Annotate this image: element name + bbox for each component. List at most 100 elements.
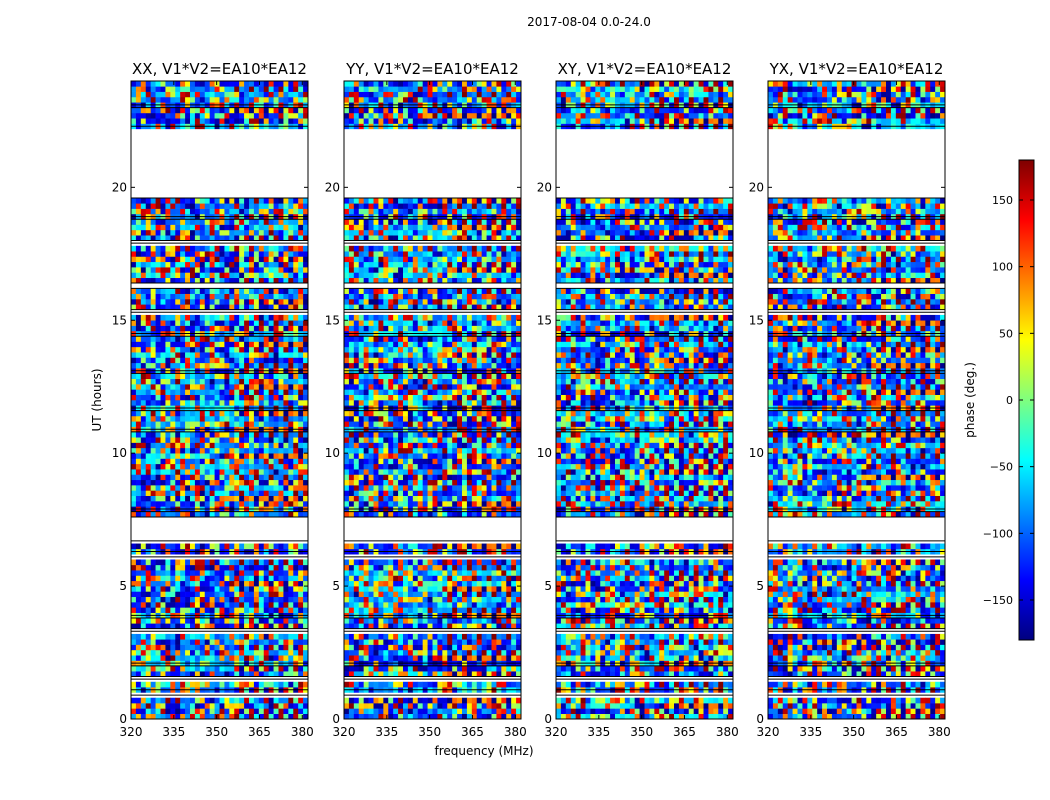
heatmap-cell xyxy=(303,415,309,422)
heatmap-cell xyxy=(229,703,235,709)
heatmap-cell xyxy=(224,272,230,279)
heatmap-cell xyxy=(209,81,215,87)
heatmap-cell xyxy=(140,314,147,321)
heatmap-cell xyxy=(263,458,269,465)
heatmap-cell xyxy=(273,336,279,342)
heatmap-cell xyxy=(175,272,181,279)
heatmap-cell xyxy=(501,623,507,629)
heatmap-cell xyxy=(466,623,473,629)
heatmap-cell xyxy=(278,671,284,677)
heatmap-cell xyxy=(244,607,250,613)
heatmap-cell xyxy=(239,543,245,550)
heatmap-cell xyxy=(229,118,235,124)
heatmap-cell xyxy=(224,697,230,704)
heatmap-cell xyxy=(190,107,196,114)
heatmap-cell xyxy=(234,96,240,103)
heatmap-cell xyxy=(303,623,309,629)
heatmap-cell xyxy=(209,346,215,353)
heatmap-cell xyxy=(160,314,166,321)
heatmap-cell xyxy=(268,602,274,608)
heatmap-cell xyxy=(145,251,151,257)
heatmap-cell xyxy=(283,431,289,438)
heatmap-cell xyxy=(442,623,448,629)
heatmap-cell xyxy=(496,591,502,598)
heatmap-cell xyxy=(135,352,142,358)
heatmap-cell xyxy=(214,378,220,385)
heatmap-cell xyxy=(175,352,181,358)
heatmap-cell xyxy=(293,490,299,496)
heatmap-cell xyxy=(249,639,255,645)
heatmap-cell xyxy=(383,511,389,518)
heatmap-cell xyxy=(278,400,284,406)
heatmap-cell xyxy=(214,235,220,241)
heatmap-cell xyxy=(288,400,294,406)
heatmap-cell xyxy=(344,469,350,475)
heatmap-cell xyxy=(204,580,210,587)
heatmap-cell xyxy=(229,596,235,603)
heatmap-cell xyxy=(353,495,360,502)
heatmap-cell xyxy=(150,378,156,385)
heatmap-cell xyxy=(234,118,240,124)
heatmap-cell xyxy=(234,203,240,209)
heatmap-cell xyxy=(214,447,220,454)
heatmap-cell xyxy=(145,86,151,92)
heatmap-cell xyxy=(432,447,438,454)
heatmap-cell xyxy=(249,394,255,401)
heatmap-cell xyxy=(175,570,181,576)
heatmap-cell xyxy=(258,633,265,640)
heatmap-cell xyxy=(496,623,502,629)
heatmap-cell xyxy=(214,272,220,279)
heatmap-cell xyxy=(140,277,147,284)
heatmap-cell xyxy=(447,591,453,598)
heatmap-cell xyxy=(437,681,443,688)
heatmap-cell xyxy=(209,336,215,342)
heatmap-cell xyxy=(383,580,389,587)
heatmap-cell xyxy=(501,543,507,550)
heatmap-cell xyxy=(150,219,156,225)
heatmap-cell xyxy=(353,713,360,720)
heatmap-cell xyxy=(140,697,147,704)
heatmap-cell xyxy=(422,703,428,709)
heatmap-cell xyxy=(373,697,379,704)
heatmap-cell xyxy=(383,708,389,714)
heatmap-cell xyxy=(204,346,210,353)
heatmap-cell xyxy=(378,644,384,651)
heatmap-cell xyxy=(298,373,304,380)
heatmap-cell xyxy=(185,570,191,576)
heatmap-cell xyxy=(293,564,299,571)
heatmap-cell xyxy=(437,580,443,587)
heatmap-cell xyxy=(170,91,176,98)
heatmap-cell xyxy=(239,86,245,92)
heatmap-cell xyxy=(288,208,294,215)
heatmap-cell xyxy=(278,543,284,550)
heatmap-cell xyxy=(476,570,482,576)
heatmap-cell xyxy=(344,655,350,661)
heatmap-cell xyxy=(239,229,245,236)
heatmap-cell xyxy=(131,644,137,651)
heatmap-cell xyxy=(170,703,176,709)
heatmap-cell xyxy=(506,697,512,704)
heatmap-cell xyxy=(358,644,364,651)
heatmap-cell xyxy=(180,293,186,300)
heatmap-cell xyxy=(278,697,284,704)
heatmap-cell xyxy=(135,346,142,353)
heatmap-cell xyxy=(214,633,220,640)
heatmap-cell xyxy=(283,644,289,651)
heatmap-cell xyxy=(293,394,299,401)
heatmap-cell xyxy=(491,671,497,677)
heatmap-cell xyxy=(150,325,156,332)
heatmap-cell xyxy=(353,633,360,640)
heatmap-cell xyxy=(180,394,186,401)
heatmap-cell xyxy=(239,389,245,395)
heatmap-cell xyxy=(229,697,235,704)
heatmap-cell xyxy=(150,580,156,587)
heatmap-cell xyxy=(170,447,176,454)
heatmap-cell xyxy=(383,713,389,720)
heatmap-cell xyxy=(249,564,255,571)
heatmap-cell xyxy=(283,442,289,449)
heatmap-cell xyxy=(273,378,279,385)
heatmap-cell xyxy=(244,219,250,225)
heatmap-cell xyxy=(199,447,206,454)
heatmap-cell xyxy=(481,697,487,704)
heatmap-cell xyxy=(204,261,210,268)
